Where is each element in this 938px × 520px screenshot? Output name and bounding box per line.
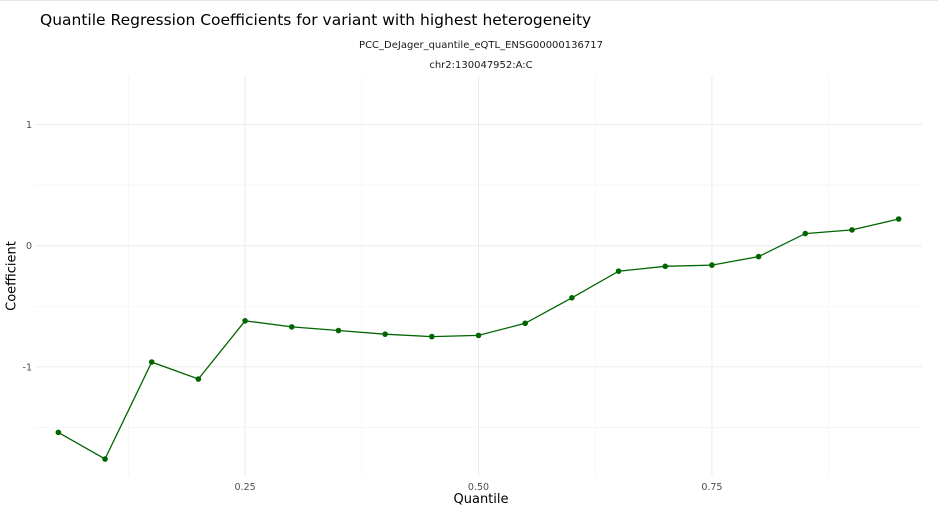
data-point bbox=[242, 318, 248, 324]
data-point bbox=[382, 331, 388, 337]
x-tick-label: 0.75 bbox=[701, 482, 722, 493]
data-point bbox=[662, 263, 669, 270]
data-point bbox=[475, 332, 482, 339]
data-point bbox=[895, 216, 902, 222]
data-point bbox=[849, 227, 855, 233]
data-point bbox=[755, 253, 762, 260]
series-layer bbox=[55, 216, 902, 462]
top-divider bbox=[0, 0, 938, 1]
chart-subtitle-dataset: PCC_DeJager_quantile_eQTL_ENSG0000013671… bbox=[359, 40, 603, 51]
grid-layer bbox=[35, 76, 922, 476]
data-point bbox=[615, 268, 622, 274]
data-point bbox=[288, 324, 295, 330]
data-point bbox=[335, 327, 342, 334]
x-axis-label: Quantile bbox=[453, 492, 509, 507]
data-point bbox=[802, 230, 809, 237]
y-tick-label: 0 bbox=[26, 241, 32, 252]
y-tick-label: 1 bbox=[26, 120, 32, 131]
data-point bbox=[569, 295, 575, 301]
y-tick-label: -1 bbox=[23, 362, 32, 373]
data-point bbox=[522, 320, 528, 327]
x-tick-label: 0.25 bbox=[235, 482, 256, 493]
data-point bbox=[709, 262, 715, 268]
tick-labels: 0.25 0.50 0.75 -1 0 1 bbox=[23, 120, 723, 493]
y-axis-label: Coefficient bbox=[4, 241, 20, 311]
data-point bbox=[55, 429, 62, 436]
data-point bbox=[429, 333, 435, 340]
chart-title: Quantile Regression Coefficients for var… bbox=[40, 11, 592, 29]
x-tick-label: 0.50 bbox=[468, 482, 489, 493]
data-point bbox=[148, 359, 155, 365]
data-point bbox=[102, 456, 108, 462]
data-point bbox=[195, 376, 202, 382]
chart-subtitle-variant: chr2:130047952:A:C bbox=[429, 60, 533, 71]
